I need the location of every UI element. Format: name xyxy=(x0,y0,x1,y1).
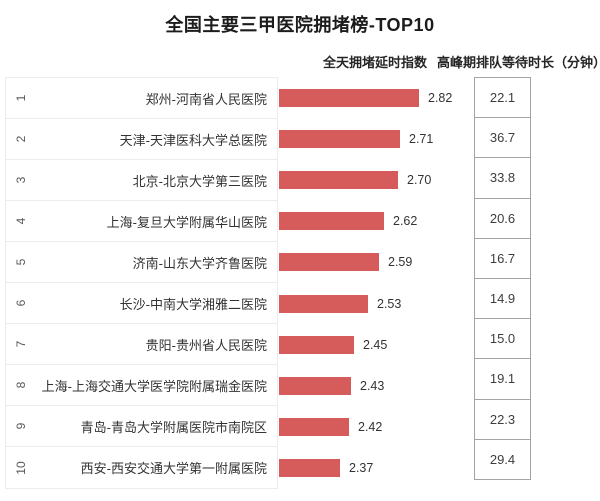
bar-row: 2.62 xyxy=(279,201,474,242)
congestion-bar xyxy=(279,294,368,313)
wait-time-box: 29.4 xyxy=(474,438,531,480)
bar-row: 2.82 xyxy=(279,77,474,118)
rank-label: 10 xyxy=(14,460,28,475)
hospital-name: 济南-山东大学齐鲁医院 xyxy=(132,255,267,271)
rank-label: 4 xyxy=(14,217,28,225)
table-row: 6 长沙-中南大学湘雅二医院 xyxy=(6,283,277,324)
bar-row: 2.53 xyxy=(279,283,474,324)
hospital-name: 天津-天津医科大学总医院 xyxy=(119,132,267,148)
congestion-bar xyxy=(279,418,349,437)
congestion-value: 2.53 xyxy=(377,296,402,311)
wait-time-box: 19.1 xyxy=(474,358,531,400)
wait-time-box: 15.0 xyxy=(474,318,531,360)
table-row: 4 上海-复旦大学附属华山医院 xyxy=(6,201,277,242)
wait-time-box: 22.3 xyxy=(474,398,531,440)
congestion-value: 2.82 xyxy=(428,90,453,105)
table-row: 1 郑州-河南省人民医院 xyxy=(6,78,277,119)
hospital-name: 上海-复旦大学附属华山医院 xyxy=(106,214,267,230)
rank-label: 7 xyxy=(14,340,28,348)
hospital-name: 西安-西安交通大学第一附属医院 xyxy=(80,461,267,476)
hospital-name: 北京-北京大学第三医院 xyxy=(132,173,267,189)
rank-label: 8 xyxy=(14,381,28,389)
hospital-name: 长沙-中南大学湘雅二医院 xyxy=(119,296,267,312)
congestion-bar xyxy=(279,88,419,107)
column-header-wait: 高峰期排队等待时长（分钟） xyxy=(437,55,600,70)
table-row: 8 上海-上海交通大学医学院附属瑞金医院 xyxy=(6,365,277,406)
rank-label: 6 xyxy=(14,299,28,307)
bar-chart-area: 2.82 2.71 2.70 2.62 2.59 2.53 2.45 2.43 2.42 2.37 xyxy=(279,77,474,489)
wait-time-box: 22.1 xyxy=(474,77,531,119)
hospital-name: 上海-上海交通大学医学院附属瑞金医院 xyxy=(41,378,267,394)
table-row: 3 北京-北京大学第三医院 xyxy=(6,160,277,201)
wait-time-box: 33.8 xyxy=(474,157,531,199)
congestion-value: 2.42 xyxy=(358,420,383,435)
hospital-name: 贵阳-贵州省人民医院 xyxy=(145,337,267,353)
wait-time-box: 14.9 xyxy=(474,277,531,320)
bar-row: 2.70 xyxy=(279,159,474,200)
rank-label: 2 xyxy=(14,135,28,143)
congestion-value: 2.71 xyxy=(409,131,434,146)
bar-row: 2.71 xyxy=(279,118,474,159)
congestion-bar xyxy=(279,335,354,354)
congestion-bar xyxy=(279,459,340,478)
table-row: 9 青岛-青岛大学附属医院市南院区 xyxy=(6,406,277,447)
bar-row: 2.45 xyxy=(279,324,474,365)
congestion-value: 2.43 xyxy=(360,378,385,393)
chart-title: 全国主要三甲医院拥堵榜-TOP10 xyxy=(165,15,435,35)
wait-time-column: 22.1 36.7 33.8 20.6 16.7 14.9 15.0 19.1 22.3 29.4 xyxy=(474,77,531,480)
table-row: 7 贵阳-贵州省人民医院 xyxy=(6,324,277,365)
hospital-name: 青岛-青岛大学附属医院市南院区 xyxy=(80,419,267,435)
hospital-name: 郑州-河南省人民医院 xyxy=(145,91,267,107)
hospital-rank-table: 1 郑州-河南省人民医院 2 天津-天津医科大学总医院 3 北京-北京大学第三医院 4 上海-… xyxy=(5,77,278,489)
rank-label: 9 xyxy=(14,422,28,430)
rank-label: 1 xyxy=(14,94,28,102)
congestion-bar xyxy=(279,170,398,189)
congestion-value: 2.45 xyxy=(363,337,388,352)
congestion-value: 2.62 xyxy=(393,214,418,229)
column-header-index: 全天拥堵延时指数 xyxy=(323,55,428,70)
rank-label: 3 xyxy=(14,176,28,184)
congestion-bar xyxy=(279,129,400,148)
congestion-bar xyxy=(279,376,351,395)
bar-row: 2.59 xyxy=(279,242,474,283)
congestion-bar xyxy=(279,212,384,231)
rank-label: 5 xyxy=(14,258,28,266)
wait-time-box: 16.7 xyxy=(474,237,531,279)
congestion-value: 2.59 xyxy=(388,255,413,270)
congestion-value: 2.70 xyxy=(407,172,432,187)
wait-time-box: 36.7 xyxy=(474,117,531,159)
wait-time-box: 20.6 xyxy=(474,197,531,239)
table-row: 5 济南-山东大学齐鲁医院 xyxy=(6,242,277,283)
bar-row: 2.42 xyxy=(279,407,474,448)
table-row: 2 天津-天津医科大学总医院 xyxy=(6,119,277,160)
bar-row: 2.43 xyxy=(279,365,474,406)
congestion-bar xyxy=(279,253,379,272)
congestion-value: 2.37 xyxy=(349,461,374,476)
bar-row: 2.37 xyxy=(279,448,474,489)
table-row: 10 西安-西安交通大学第一附属医院 xyxy=(6,447,277,488)
